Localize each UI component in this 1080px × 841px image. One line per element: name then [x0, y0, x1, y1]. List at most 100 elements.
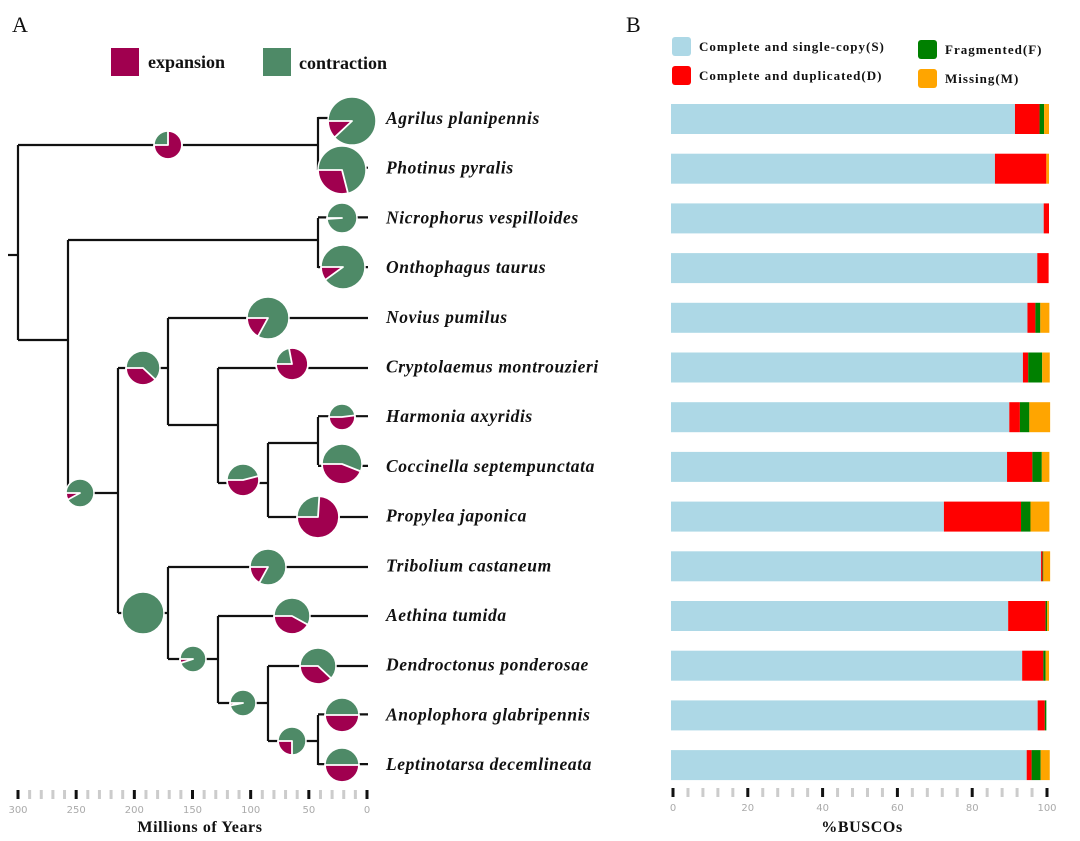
time-tick-label: 150 — [183, 805, 202, 816]
bar-segment-duplicated — [1008, 601, 1046, 631]
axis-minor-tick — [109, 790, 113, 799]
expansion-slice — [277, 740, 293, 756]
busco-legend: Complete and single-copy(S) Complete and … — [672, 37, 1041, 88]
axis-major-tick — [365, 790, 369, 799]
expansion-swatch — [111, 48, 139, 76]
bar-segment-single — [671, 700, 1038, 731]
panel-b-label: B — [626, 12, 641, 37]
axis-minor-tick — [167, 790, 171, 799]
taxon-label: Propylea japonica — [385, 506, 527, 526]
tree-legend: expansion contraction — [111, 48, 387, 76]
bar-segment-fragmented — [1035, 302, 1041, 333]
bar-segment-missing — [1042, 352, 1050, 383]
tip-pie — [328, 403, 356, 431]
axis-minor-tick — [686, 788, 690, 797]
bar-segment-single — [671, 501, 944, 532]
axis-major-tick — [307, 790, 311, 799]
axis-major-tick — [970, 788, 974, 797]
bar-segment-single — [671, 253, 1038, 284]
tip-pie — [246, 296, 290, 340]
bar-segment-fragmented — [1021, 501, 1031, 532]
expansion-slice — [246, 317, 269, 338]
axis-minor-tick — [865, 788, 869, 797]
bar-segment-fragmented — [1045, 601, 1048, 631]
panel-a-label: A — [12, 12, 28, 37]
expansion-slice — [296, 495, 340, 539]
contraction-legend-label: contraction — [299, 53, 387, 73]
axis-minor-tick — [910, 788, 914, 797]
axis-minor-tick — [353, 790, 357, 799]
expansion-slice — [299, 665, 333, 685]
bar-segment-single — [671, 551, 1042, 582]
time-axis: 300 250 200 150 100 50 0 — [8, 790, 370, 816]
legend-label: Complete and single-copy(S) — [699, 39, 885, 54]
expansion-slice — [326, 217, 343, 220]
taxon-label: Leptinotarsa decemlineata — [385, 754, 592, 774]
tip-pie — [249, 548, 287, 586]
bar-segment-fragmented — [1031, 750, 1041, 781]
expansion-slice — [324, 714, 360, 733]
bar-segment-fragmented — [1042, 551, 1044, 582]
bar-row — [671, 551, 1051, 582]
bar-segment-single — [671, 302, 1028, 333]
bar-segment-missing — [1045, 650, 1049, 681]
axis-minor-tick — [272, 790, 276, 799]
bar-segment-duplicated — [1043, 203, 1049, 234]
busco-bars — [671, 104, 1051, 781]
expansion-slice — [65, 492, 81, 501]
bar-segment-missing — [1043, 551, 1051, 582]
busco-tick-label: 20 — [741, 803, 754, 814]
axis-minor-tick — [342, 790, 346, 799]
bar-segment-missing — [1030, 501, 1050, 532]
bar-segment-single — [671, 451, 1008, 482]
bar-row — [671, 153, 1049, 184]
node-pie — [153, 130, 183, 160]
taxon-label: Dendroctonus ponderosae — [385, 655, 589, 675]
time-tick-label: 300 — [8, 805, 27, 816]
axis-minor-tick — [925, 788, 929, 797]
axis-minor-tick — [330, 790, 334, 799]
bar-segment-single — [671, 153, 995, 184]
expansion-slice — [273, 615, 309, 635]
bar-segment-fragmented — [1019, 402, 1030, 433]
axis-minor-tick — [985, 788, 989, 797]
bar-segment-single — [671, 402, 1010, 433]
expansion-slice — [321, 463, 362, 485]
contraction-swatch — [263, 48, 291, 76]
axis-minor-tick — [791, 788, 795, 797]
taxon-labels: Agrilus planipennis Photinus pyralis Nicro… — [385, 108, 598, 774]
expansion-slice — [153, 130, 183, 160]
node-pie — [125, 350, 161, 386]
busco-tick-label: 0 — [670, 803, 676, 814]
contraction-slice — [121, 591, 165, 635]
bar-segment-duplicated — [1037, 700, 1045, 731]
bar-segment-duplicated — [1041, 551, 1043, 582]
axis-minor-tick — [179, 790, 183, 799]
axis-minor-tick — [716, 788, 720, 797]
busco-tick-label: 100 — [1037, 803, 1056, 814]
taxon-label: Anoplophora glabripennis — [385, 704, 591, 724]
axis-minor-tick — [731, 788, 735, 797]
bar-segment-single — [671, 650, 1023, 681]
axis-minor-tick — [1030, 788, 1034, 797]
axis-minor-tick — [836, 788, 840, 797]
bar-segment-single — [671, 352, 1023, 383]
bar-segment-duplicated — [1022, 352, 1029, 383]
bar-segment-missing — [1047, 601, 1049, 631]
axis-major-tick — [821, 788, 825, 797]
busco-tick-label: 60 — [891, 803, 904, 814]
tip-pie — [275, 347, 309, 381]
axis-minor-tick — [51, 790, 55, 799]
bar-row — [671, 302, 1050, 333]
busco-axis: 0 20 40 60 80 100 — [670, 788, 1057, 814]
taxon-label: Novius pumilus — [385, 307, 508, 327]
time-tick-label: 100 — [241, 805, 260, 816]
tip-pie — [327, 96, 377, 146]
axis-minor-tick — [1000, 788, 1004, 797]
axis-major-tick — [1045, 788, 1049, 797]
node-pie — [226, 463, 260, 497]
expansion-slice — [317, 169, 349, 195]
expansion-legend-label: expansion — [148, 52, 225, 72]
